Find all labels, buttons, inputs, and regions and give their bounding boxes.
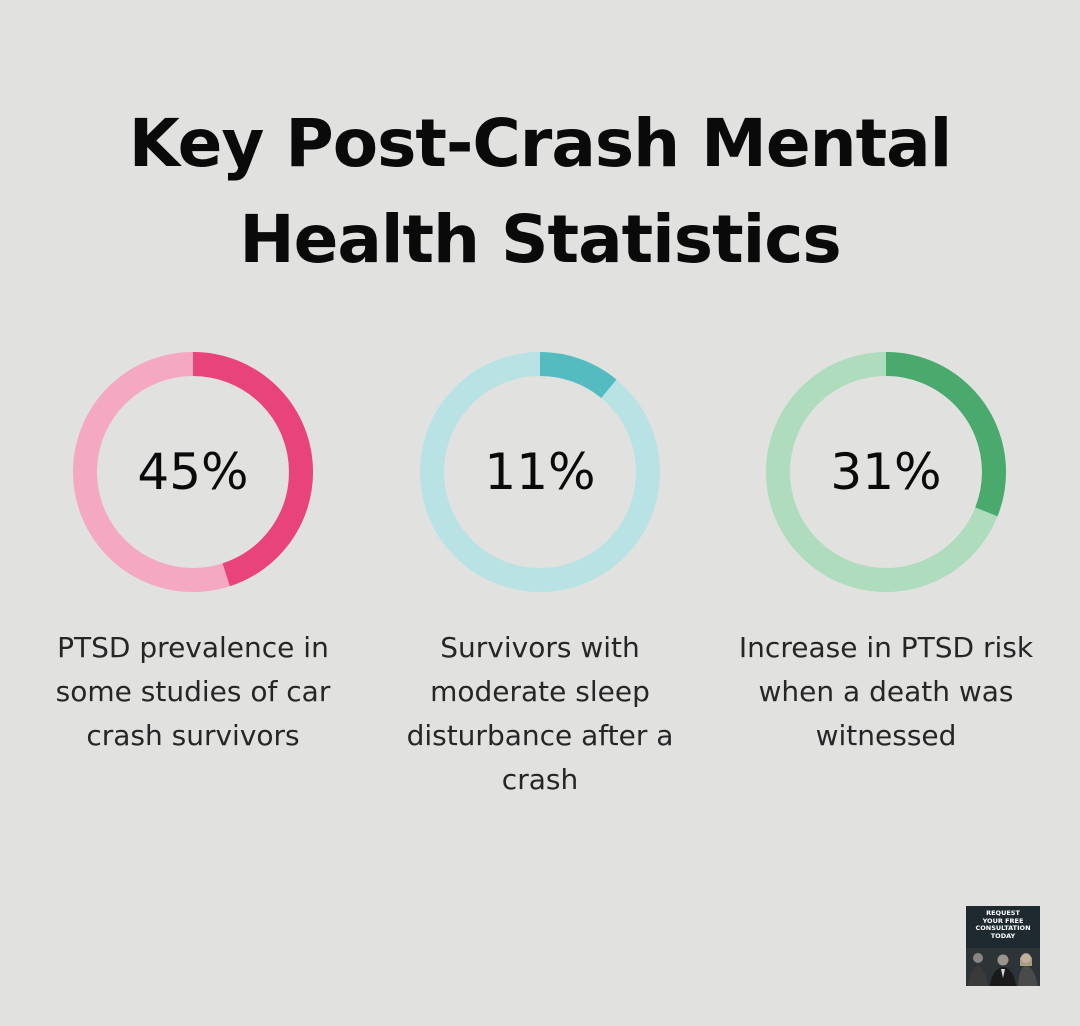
stat-description-line: when a death was: [758, 675, 1014, 708]
stat-description-line: Survivors with: [440, 631, 640, 664]
page-title-line-2: Health Statistics: [239, 201, 841, 278]
stat-description: Increase in PTSD risk when a death was w…: [716, 626, 1056, 758]
donut-chart-witnessed-death-risk: [766, 352, 1006, 592]
page-title: Key Post-Crash Mental Health Statistics: [0, 96, 1080, 288]
stat-value: 45%: [137, 443, 249, 501]
donut-arc-value: [73, 352, 313, 592]
stat-description: PTSD prevalence in some studies of car c…: [23, 626, 363, 758]
donut-arc-value: [766, 352, 1006, 592]
donut-arc-value: [420, 352, 660, 592]
stat-description-line: PTSD prevalence in: [57, 631, 329, 664]
stat-description-line: crash: [501, 763, 579, 796]
page-title-line-1: Key Post-Crash Mental: [128, 105, 953, 182]
donut-chart-sleep-disturbance: [420, 352, 660, 592]
stat-description-line: crash survivors: [86, 719, 300, 752]
cta-label-line: TODAY: [990, 931, 1016, 940]
stat-value: 11%: [484, 443, 596, 501]
stat-description-line: disturbance after a: [406, 719, 674, 752]
cta-label-line: YOUR FREE: [982, 916, 1024, 925]
stat-description-line: witnessed: [815, 719, 957, 752]
cta-label-line: REQUEST: [986, 909, 1020, 917]
stat-description-line: Increase in PTSD risk: [738, 631, 1034, 664]
cta-label: REQUEST YOUR FREE CONSULTATION TODAY: [966, 909, 1040, 940]
stat-description-line: some studies of car: [55, 675, 331, 708]
donut-chart-ptsd-prevalence: [73, 352, 313, 592]
donut-svg: [73, 352, 313, 592]
consultation-cta-button[interactable]: REQUEST YOUR FREE CONSULTATION TODAY: [966, 906, 1040, 986]
attorneys-photo-icon: [966, 948, 1040, 986]
stat-description: Survivors with moderate sleep disturbanc…: [370, 626, 710, 802]
cta-label-line: CONSULTATION: [975, 924, 1031, 932]
donut-svg: [766, 352, 1006, 592]
stat-description-line: moderate sleep: [430, 675, 650, 708]
stat-value: 31%: [830, 443, 942, 501]
donut-svg: [420, 352, 660, 592]
